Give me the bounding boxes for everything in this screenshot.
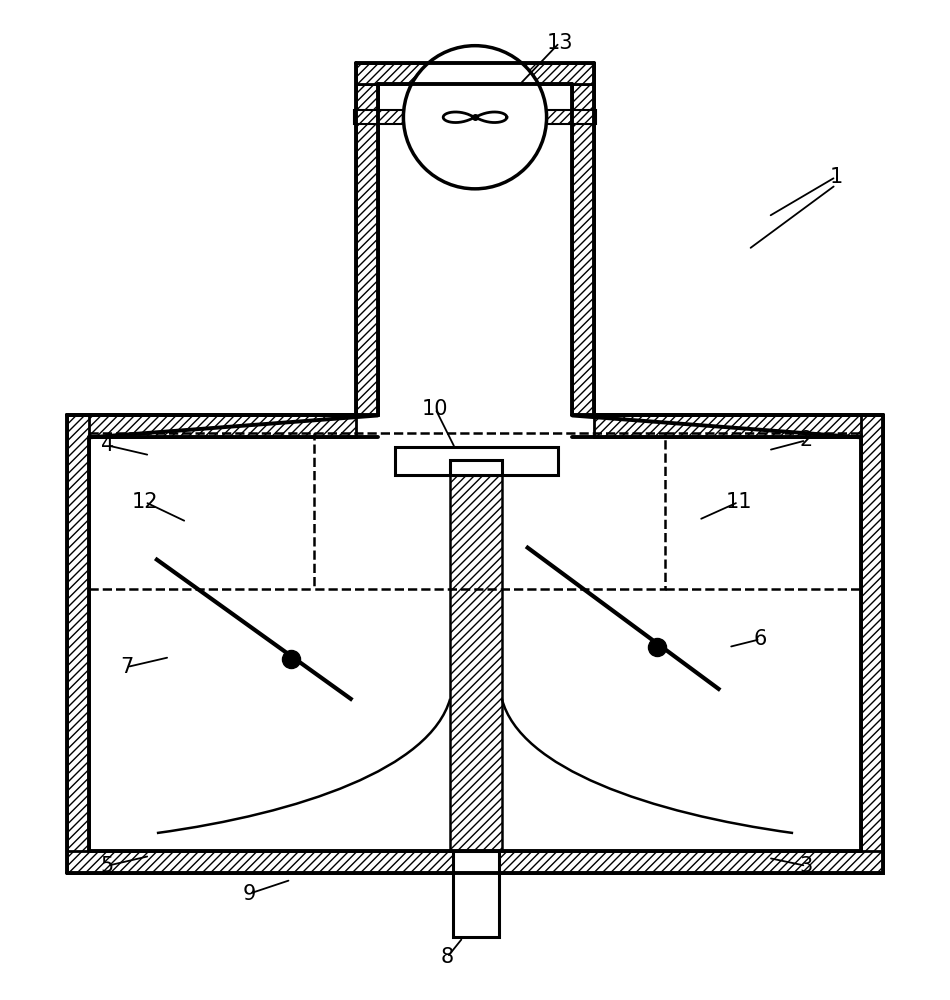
Text: 11: 11 — [725, 492, 751, 512]
Bar — [355, 63, 595, 415]
Bar — [595, 415, 883, 437]
Bar — [314, 433, 665, 589]
Bar — [453, 851, 499, 937]
Bar — [67, 415, 89, 873]
Text: 5: 5 — [101, 856, 114, 876]
Bar — [450, 460, 502, 475]
Bar — [67, 415, 883, 873]
Text: 8: 8 — [441, 947, 454, 967]
Text: 1: 1 — [829, 167, 843, 187]
Text: 10: 10 — [422, 399, 448, 419]
Circle shape — [404, 46, 546, 189]
Text: 13: 13 — [546, 33, 573, 53]
Bar — [67, 415, 355, 437]
Text: 3: 3 — [800, 856, 812, 876]
Bar — [395, 447, 558, 475]
Text: 4: 4 — [101, 435, 114, 455]
Text: 6: 6 — [753, 629, 767, 649]
Bar — [355, 84, 377, 415]
Text: 7: 7 — [121, 657, 134, 677]
Text: 12: 12 — [132, 492, 159, 512]
Bar — [353, 110, 404, 124]
Bar — [67, 851, 883, 873]
Bar — [546, 110, 597, 124]
Bar — [355, 63, 595, 84]
Bar — [573, 84, 595, 415]
Text: 9: 9 — [242, 884, 256, 904]
Bar — [861, 415, 883, 873]
Bar — [450, 460, 502, 851]
Text: 2: 2 — [800, 430, 812, 450]
